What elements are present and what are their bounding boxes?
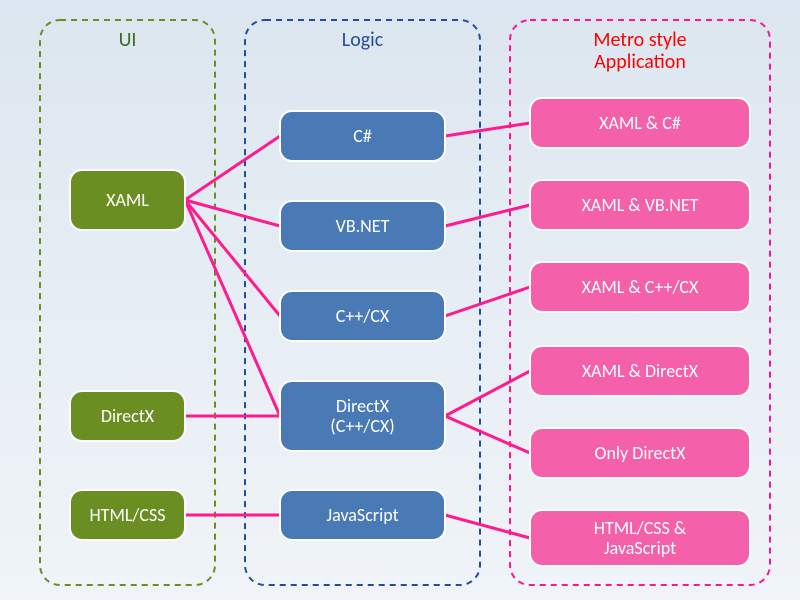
node-label-m-htmljs: HTML/CSS &: [594, 517, 687, 539]
node-label-m-onlydx: Only DirectX: [595, 442, 687, 464]
node-htmlcss: HTML/CSS: [70, 490, 185, 540]
node-label-m-htmljs: JavaScript: [604, 537, 676, 559]
node-cppcx: C++/CX: [280, 291, 445, 341]
node-label-cppcx: C++/CX: [336, 305, 390, 327]
edge-cppcx-m-xamlcpp: [445, 287, 530, 316]
node-label-js: JavaScript: [326, 504, 398, 526]
diagram-canvas: UI Logic Metro styleApplication XAML DirectX…: [0, 0, 800, 600]
node-label-m-xamlcs: XAML & C#: [599, 112, 681, 134]
node-csharp: C#: [280, 111, 445, 161]
edge-dxcpp-m-onlydx: [445, 416, 530, 453]
node-label-dxcpp: (C++/CX): [330, 415, 394, 437]
edge-xaml-csharp: [185, 136, 280, 200]
node-label-csharp: C#: [353, 125, 372, 147]
node-label-xaml: XAML: [106, 189, 149, 211]
node-label-m-xamlvb: XAML & VB.NET: [582, 194, 699, 216]
edge-dxcpp-m-xamldx: [445, 371, 530, 416]
column-label-logic: Logic: [342, 28, 384, 52]
node-js: JavaScript: [280, 490, 445, 540]
column-label-app: Application: [594, 50, 686, 74]
node-label-vbnet: VB.NET: [336, 215, 390, 237]
node-label-m-xamldx: XAML & DirectX: [582, 360, 699, 382]
node-xaml: XAML: [70, 170, 185, 230]
node-label-directx: DirectX: [101, 405, 155, 427]
column-label-app: Metro style: [593, 28, 686, 52]
column-label-ui: UI: [119, 28, 137, 52]
node-dxcpp: DirectX(C++/CX): [280, 381, 445, 451]
node-label-dxcpp: DirectX: [336, 395, 390, 417]
edge-xaml-vbnet: [185, 200, 280, 226]
node-m-onlydx: Only DirectX: [530, 428, 750, 478]
node-m-xamldx: XAML & DirectX: [530, 346, 750, 396]
node-m-xamlcs: XAML & C#: [530, 98, 750, 148]
node-label-htmlcss: HTML/CSS: [89, 504, 165, 526]
edge-csharp-m-xamlcs: [445, 123, 530, 136]
node-directx: DirectX: [70, 391, 185, 441]
node-m-xamlcpp: XAML & C++/CX: [530, 262, 750, 312]
edge-xaml-cppcx: [185, 200, 280, 316]
edge-js-m-htmljs: [445, 515, 530, 538]
node-vbnet: VB.NET: [280, 201, 445, 251]
node-label-m-xamlcpp: XAML & C++/CX: [582, 276, 699, 298]
node-m-xamlvb: XAML & VB.NET: [530, 180, 750, 230]
edge-vbnet-m-xamlvb: [445, 205, 530, 226]
edge-xaml-dxcpp: [185, 200, 280, 416]
node-m-htmljs: HTML/CSS &JavaScript: [530, 510, 750, 566]
